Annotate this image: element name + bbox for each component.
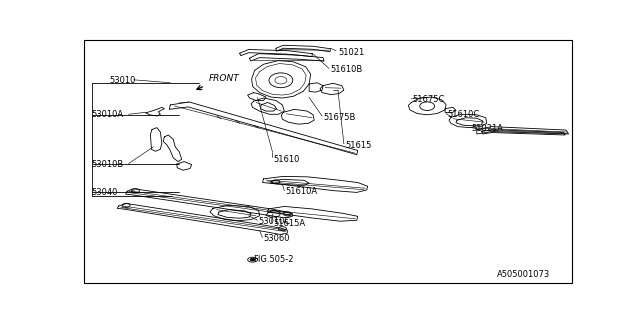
Text: FIG.505-2: FIG.505-2 bbox=[253, 255, 294, 264]
Text: 53060: 53060 bbox=[264, 234, 290, 243]
Text: 53040: 53040 bbox=[91, 188, 117, 197]
Text: 51615A: 51615A bbox=[273, 219, 305, 228]
Text: 51021A: 51021A bbox=[472, 124, 504, 133]
Text: 51610B: 51610B bbox=[330, 65, 363, 74]
Text: 51610: 51610 bbox=[273, 155, 300, 164]
Text: 51610A: 51610A bbox=[286, 187, 318, 196]
Text: 51675C: 51675C bbox=[412, 95, 445, 105]
Text: 53010C: 53010C bbox=[259, 217, 291, 226]
Text: 53010: 53010 bbox=[110, 76, 136, 85]
Text: 53010B: 53010B bbox=[91, 160, 123, 169]
Text: 53010A: 53010A bbox=[91, 110, 123, 119]
Text: 51675B: 51675B bbox=[323, 113, 355, 122]
Text: 51615: 51615 bbox=[346, 141, 372, 150]
Text: 51021: 51021 bbox=[338, 48, 364, 57]
Text: 51610C: 51610C bbox=[447, 110, 479, 119]
Text: A505001073: A505001073 bbox=[497, 270, 550, 279]
Text: FRONT: FRONT bbox=[209, 74, 240, 83]
Circle shape bbox=[250, 259, 255, 261]
